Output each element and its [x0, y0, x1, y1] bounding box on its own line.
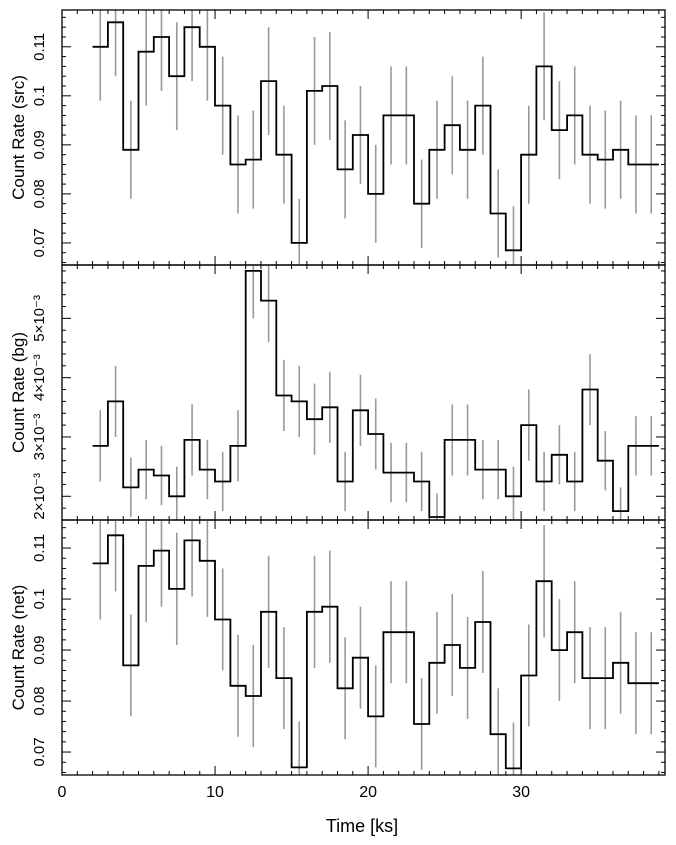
y-tick-label: 5×10⁻³	[31, 295, 48, 342]
x-axis-label: Time [ks]	[326, 816, 398, 836]
y-ticks	[62, 527, 665, 773]
y-tick-label: 0.09	[31, 635, 48, 664]
data-series-step	[92, 21, 659, 252]
error-bars	[99, 10, 653, 265]
y-ticks	[62, 16, 665, 264]
y-tick-label: 4×10⁻³	[31, 354, 48, 401]
x-tick-label: 20	[359, 784, 377, 801]
panel-3: 0.07 0.08 0.09 0.1 0.11 Count Rate (net) 0 10 20…	[9, 519, 666, 801]
y-axis-label: Count Rate (net)	[9, 585, 28, 711]
y-tick-label: 0.1	[31, 85, 48, 106]
x-tick-label: 0	[58, 784, 67, 801]
y-tick-label: 3×10⁻³	[31, 414, 48, 461]
y-tick-label: 0.08	[31, 686, 48, 715]
y-tick-label: 2×10⁻³	[31, 473, 48, 520]
y-axis-label: Count Rate (bg)	[9, 332, 28, 453]
error-bars	[99, 520, 653, 775]
y-tick-label: 0.08	[31, 179, 48, 208]
y-tick-label: 0.09	[31, 130, 48, 159]
data-series-step	[92, 270, 659, 518]
plot-frame	[61, 519, 666, 776]
x-tick-label: 10	[206, 784, 224, 801]
x-tick-label: 30	[512, 784, 530, 801]
y-tick-label: 0.07	[31, 228, 48, 257]
x-ticks	[61, 520, 660, 775]
x-ticks	[61, 265, 660, 520]
y-tick-label: 0.07	[31, 737, 48, 766]
data-series-step	[92, 534, 659, 770]
y-tick-label: 0.11	[31, 33, 48, 61]
y-tick-label: 0.1	[31, 589, 48, 610]
y-ticks	[62, 270, 665, 521]
y-axis-label: Count Rate (src)	[9, 75, 28, 200]
y-tick-label: 0.11	[31, 534, 48, 562]
x-ticks	[61, 10, 660, 265]
